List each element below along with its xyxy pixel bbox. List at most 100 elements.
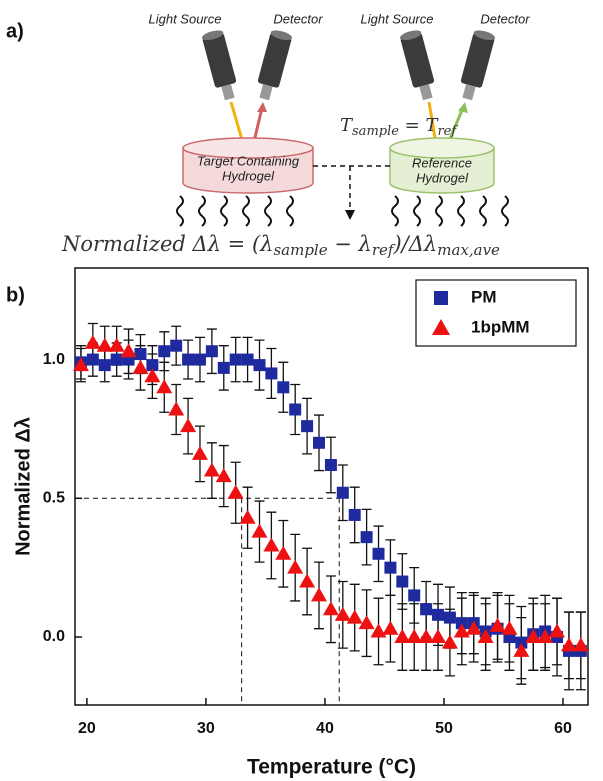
wave <box>286 195 294 227</box>
marker <box>251 523 268 538</box>
legend-label: 1bpMM <box>471 317 530 336</box>
marker <box>348 508 361 521</box>
marker <box>277 381 290 394</box>
legend-label: PM <box>471 287 497 306</box>
marker <box>324 458 337 471</box>
marker <box>560 637 577 652</box>
marker <box>156 379 173 394</box>
wave <box>198 195 206 227</box>
x-tick-label: 50 <box>435 720 453 737</box>
marker <box>441 634 458 649</box>
eq-part: = T <box>399 115 440 136</box>
marker <box>477 629 494 644</box>
formula: Normalized Δλ = (λsample − λref)/Δλmax,a… <box>61 232 500 260</box>
marker <box>215 468 232 483</box>
formula-part: )/Δλ <box>392 232 437 256</box>
marker <box>144 368 161 383</box>
x-tick-label: 60 <box>554 720 572 737</box>
legend-marker <box>432 319 450 335</box>
marker <box>418 629 435 644</box>
marker <box>453 623 470 638</box>
marker <box>158 345 171 358</box>
marker <box>289 403 302 416</box>
marker <box>549 623 566 638</box>
marker <box>84 334 101 349</box>
marker <box>134 348 147 361</box>
wave <box>220 195 228 227</box>
reference-label: Reference <box>412 155 472 170</box>
temperature-equation: Tsample = Tref <box>340 115 458 139</box>
x-tick-label: 20 <box>78 720 96 737</box>
target-hydrogel <box>182 137 314 194</box>
y-tick-label: 0.0 <box>43 628 65 645</box>
x-tick-label: 30 <box>197 720 215 737</box>
marker <box>572 637 589 652</box>
formula-subscript: sample <box>273 241 327 259</box>
connector <box>313 165 390 220</box>
marker <box>313 436 326 449</box>
legend-marker <box>434 291 448 305</box>
marker <box>311 587 328 602</box>
marker <box>346 609 363 624</box>
marker <box>180 418 197 433</box>
reference-hydrogel <box>389 137 495 194</box>
wave <box>435 195 443 227</box>
marker <box>299 573 316 588</box>
wave <box>413 195 421 227</box>
marker <box>301 420 314 433</box>
marker <box>86 353 99 366</box>
wave <box>391 195 399 227</box>
marker <box>336 486 349 499</box>
wave <box>501 195 509 227</box>
marker <box>382 620 399 635</box>
marker <box>146 359 159 372</box>
marker <box>370 623 387 638</box>
marker <box>265 367 278 380</box>
marker <box>275 545 292 560</box>
light-source-label: Light Source <box>149 11 222 26</box>
marker <box>513 642 530 657</box>
heat-waves <box>176 195 509 227</box>
marker <box>394 629 411 644</box>
marker <box>406 629 423 644</box>
marker <box>227 484 244 499</box>
x-tick-label: 40 <box>316 720 334 737</box>
marker <box>263 537 280 552</box>
formula-subscript: ref <box>372 241 396 259</box>
instruments <box>202 30 495 151</box>
marker <box>229 353 242 366</box>
marker <box>455 617 468 630</box>
wave <box>176 195 184 227</box>
marker <box>537 629 554 644</box>
marker <box>132 359 149 374</box>
wave <box>457 195 465 227</box>
formula-part: − λ <box>328 232 372 256</box>
marker <box>203 462 220 477</box>
y-tick-label: 1.0 <box>43 351 65 368</box>
detector-label: Detector <box>480 11 530 26</box>
wave <box>264 195 272 227</box>
marker <box>432 608 445 621</box>
plot-frame <box>74 267 589 706</box>
light-source-label: Light Source <box>361 11 434 26</box>
marker <box>396 575 409 588</box>
y-tick-label: 0.5 <box>43 490 65 507</box>
formula-subscript: max,ave <box>437 241 500 259</box>
wave <box>479 195 487 227</box>
marker <box>430 629 447 644</box>
formula-part: Normalized Δλ = (λ <box>61 232 273 256</box>
marker <box>193 353 206 366</box>
marker <box>110 353 123 366</box>
marker <box>360 531 373 544</box>
plot: 20 30 40 50 60 0.0 0.5 1.0 Temperature (°C) Norma… <box>12 267 589 779</box>
marker <box>372 547 385 560</box>
target-label: Hydrogel <box>222 168 275 183</box>
marker <box>108 337 125 352</box>
marker <box>465 620 482 635</box>
y-axis-label: Normalized Δλ <box>12 417 34 556</box>
eq-subscript: ref <box>437 124 458 139</box>
marker <box>408 589 421 602</box>
detector-label: Detector <box>273 11 323 26</box>
marker <box>322 601 339 616</box>
marker <box>205 345 218 358</box>
